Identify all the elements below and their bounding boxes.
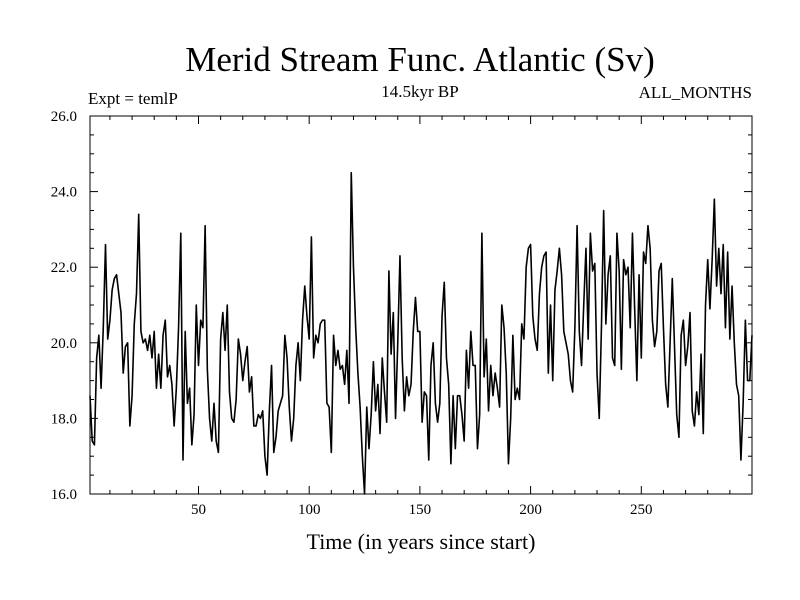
x-axis-label: Time (in years since start) bbox=[307, 529, 536, 554]
y-tick-label: 22.0 bbox=[51, 260, 77, 276]
experiment-label: Expt = temlP bbox=[88, 89, 178, 108]
y-tick-label: 16.0 bbox=[51, 487, 77, 503]
y-tick-label: 18.0 bbox=[51, 411, 77, 427]
x-tick-label: 200 bbox=[519, 502, 542, 518]
x-axis-ticks: 50 100 150 200 250 bbox=[109, 116, 731, 518]
y-tick-label: 20.0 bbox=[51, 336, 77, 352]
y-tick-label: 26.0 bbox=[51, 109, 77, 125]
y-tick-label: 24.0 bbox=[51, 185, 77, 201]
months-label: ALL_MONTHS bbox=[639, 83, 752, 102]
series-line-merid-stream-func bbox=[89, 171, 753, 495]
period-label: 14.5kyr BP bbox=[381, 82, 458, 101]
chart-title: Merid Stream Func. Atlantic (Sv) bbox=[185, 40, 655, 79]
x-tick-label: 150 bbox=[409, 502, 432, 518]
x-tick-label: 250 bbox=[630, 502, 653, 518]
x-tick-label: 50 bbox=[191, 502, 206, 518]
x-tick-label: 100 bbox=[298, 502, 321, 518]
